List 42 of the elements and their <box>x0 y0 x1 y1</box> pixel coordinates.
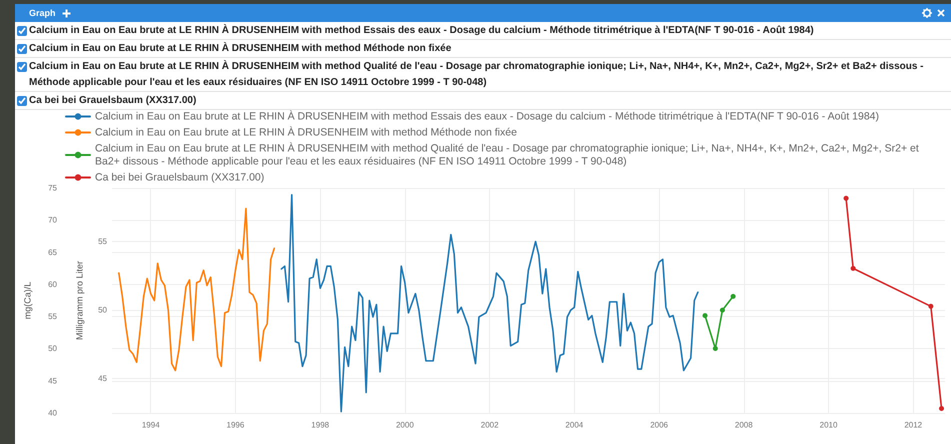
y-tick-label: 45 <box>98 374 108 384</box>
x-tick-label: 1998 <box>311 420 330 430</box>
point <box>720 308 725 313</box>
legend-label: Calcium in Eau on Eau brute at LE RHIN À DRUSENHEIM with method Méthode non fixée <box>95 126 518 138</box>
point <box>939 406 944 411</box>
text: Ca bei bei Grauelsbaum (XX317.00) <box>29 95 196 106</box>
y2-tick-label: 70 <box>48 216 58 225</box>
y2-tick-label: 50 <box>48 344 58 354</box>
y2-tick-label: 75 <box>48 184 58 192</box>
y-tick-label: 50 <box>98 306 108 315</box>
y-axis-title: Milligramm pro Liter <box>74 260 84 340</box>
x-tick-label: 1996 <box>226 420 245 430</box>
chart-title: Graph <box>29 8 56 18</box>
legend-label: Calcium in Eau on Eau brute at LE RHIN À DRUSENHEIM with method Qualité de l'eau - Dosage par chromatographie ionique; Li+, Na+, NH4+, K+, Mn2+, Ca2+, Mg2+, Sr2+ et Ba2+ dissous - Méthode applicable pour l'eau et les eaux résiduaires (NF EN ISO 14911 Octobre 1999 - T 90-048) <box>95 142 922 168</box>
text: Calcium in Eau on Eau brute at LE RHIN À DRUSENHEIM with method Méthode non fixée <box>29 43 452 54</box>
legend-label: Calcium in Eau on Eau brute at LE RHIN À DRUSENHEIM with method Essais des eaux - Dosage du calcium - Méthode titrimétrique à l'EDTA(NF T 90-016 - Août 1984) <box>95 110 880 122</box>
y2-tick-label: 55 <box>48 312 58 322</box>
point <box>850 266 856 271</box>
x-tick-label: 2002 <box>480 420 500 430</box>
y2-axis-title: mg(Ca)/L <box>22 282 32 320</box>
legend-label: Ca bei bei Grauelsbaum (XX317.00) <box>95 172 264 184</box>
text: Calcium in Eau on Eau brute at LE RHIN À DRUSENHEIM with method Qualité de l'eau - Dosage par chromatographie ionique; Li+, Na+, NH4+, K+, Mn2+, Ca2+, Mg2+, Sr2+ et Ba2+ dissous - Méthode applicable pour l'eau et les eaux résiduaires (NF EN ISO 14911 Octobre 1999 - T 90-048) <box>29 61 924 88</box>
x-tick-label: 2000 <box>396 420 414 430</box>
x-tick-label: 1994 <box>142 420 160 430</box>
point <box>844 196 849 201</box>
point <box>702 313 708 318</box>
line-series <box>280 194 699 412</box>
line-series <box>118 208 276 372</box>
y2-tick-label: 65 <box>48 248 58 257</box>
point <box>730 294 736 299</box>
x-tick-label: 2006 <box>650 420 669 430</box>
x-tick-label: 2012 <box>904 420 923 430</box>
x-tick-label: 2008 <box>734 420 754 430</box>
x-tick-label: 2004 <box>565 420 584 430</box>
y-tick-label: 55 <box>98 237 108 246</box>
point <box>712 346 718 352</box>
y2-tick-label: 45 <box>48 376 58 386</box>
x-tick-label: 2010 <box>820 420 838 430</box>
y2-tick-label: 60 <box>48 280 58 289</box>
text: Calcium in Eau on Eau brute at LE RHIN À DRUSENHEIM with method Essais des eaux - Dosage du calcium - Méthode titrimétrique à l'EDTA(NF T 90-016 - Août 1984) <box>29 25 814 36</box>
y2-tick-label: 40 <box>48 408 58 418</box>
point <box>928 304 934 309</box>
